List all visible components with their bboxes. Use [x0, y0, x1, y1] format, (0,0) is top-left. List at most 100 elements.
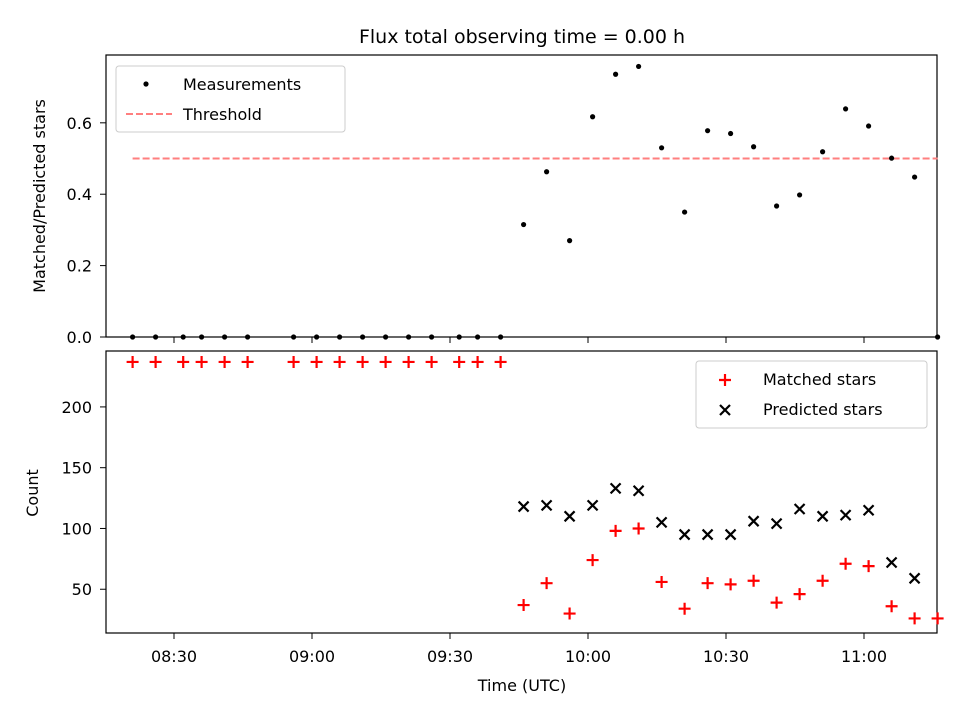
matched-star-point: [195, 355, 208, 368]
measurement-point: [291, 334, 297, 340]
matched-star-point: [793, 588, 806, 601]
measurement-point: [456, 334, 462, 340]
y-tick-label: 150: [61, 459, 92, 478]
top-legend: Measurements Threshold: [115, 65, 346, 133]
measurement-point: [475, 334, 481, 340]
predicted-star-point: [770, 517, 783, 530]
matched-star-point: [149, 355, 162, 368]
measurement-point: [728, 130, 734, 137]
matched-star-point: [287, 355, 300, 368]
y-tick-label: 0.4: [67, 185, 92, 204]
matched-star-point: [177, 355, 190, 368]
matched-star-point: [218, 355, 231, 368]
predicted-star-point: [747, 515, 760, 527]
matched-star-point: [356, 355, 369, 368]
measurement-point: [797, 192, 803, 198]
matched-star-point: [126, 355, 139, 368]
measurement-point: [406, 334, 412, 340]
x-tick-label: 09:00: [289, 647, 335, 666]
matched-star-point: [862, 560, 875, 573]
matched-star-point: [241, 355, 254, 368]
bottom-y-axis-label: Count: [23, 469, 42, 517]
legend-matched-marker: [719, 374, 731, 386]
predicted-star-point: [839, 509, 852, 521]
matched-star-point: [563, 607, 576, 620]
bottom-x-axis-ticks: 08:30 09:00 09:30 10:00 10:30 11:00: [151, 633, 887, 666]
measurement-point: [636, 63, 642, 70]
top-plot-frame: [105, 54, 938, 338]
matched-star-point: [632, 522, 645, 535]
matched-star-point: [402, 355, 415, 368]
predicted-star-point: [793, 503, 806, 515]
matched-star-point: [747, 574, 760, 587]
measurement-point: [429, 334, 435, 340]
matched-star-point: [701, 577, 714, 590]
predicted-star-point: [540, 499, 553, 512]
top-legend-box: [115, 65, 346, 133]
predicted-star-point: [701, 528, 714, 541]
measurement-point: [935, 334, 941, 340]
top-panel: 0.0 0.2 0.4 0.6 Matched/Predicted stars Mea…: [30, 54, 941, 347]
matched-star-point: [609, 524, 622, 537]
measurement-point: [567, 238, 573, 244]
bottom-plot-frame: [105, 350, 938, 634]
y-tick-label: 0.0: [67, 328, 92, 347]
matched-star-point: [724, 578, 737, 591]
x-axis-label: Time (UTC): [477, 676, 566, 695]
y-tick-label: 200: [61, 398, 92, 417]
top-y-axis-label: Matched/Predicted stars: [30, 99, 49, 293]
matched-star-point: [655, 575, 668, 588]
measurement-point: [222, 334, 228, 340]
measurement-point: [820, 149, 826, 155]
measurement-point: [774, 203, 780, 209]
y-tick-label: 50: [72, 580, 92, 599]
bottom-legend-box: [695, 360, 928, 429]
bottom-panel: 50 100 150 200 08:30 09:00 09:30 10:00 10:30 11:…: [23, 350, 944, 695]
predicted-star-point: [586, 499, 599, 512]
measurement-point: [521, 221, 527, 228]
matched-star-point: [931, 612, 944, 625]
matched-star-point: [678, 602, 691, 615]
measurement-point: [682, 209, 688, 215]
top-y-axis-ticks: 0.0 0.2 0.4 0.6: [67, 114, 106, 347]
x-tick-label: 11:00: [841, 647, 887, 666]
measurement-point: [843, 106, 849, 112]
legend-measurements-label: Measurements: [183, 75, 301, 94]
measurement-point: [590, 114, 596, 120]
legend-threshold-label: Threshold: [182, 105, 262, 124]
predicted-star-point: [609, 482, 622, 495]
measurement-point: [912, 174, 918, 180]
x-tick-label: 08:30: [151, 647, 197, 666]
predicted-star-point: [885, 556, 898, 569]
measurement-point: [180, 334, 186, 340]
matched-star-point: [885, 600, 898, 613]
measurement-point: [153, 334, 159, 340]
measurement-point: [866, 123, 872, 129]
measurement-point: [659, 145, 665, 151]
matched-star-point: [453, 355, 466, 368]
measurement-point: [199, 334, 205, 340]
matched-star-point: [517, 599, 530, 612]
matched-star-point: [494, 355, 507, 368]
predicted-star-point: [816, 510, 829, 523]
measurement-point: [544, 169, 550, 175]
matched-star-point: [770, 596, 783, 609]
bottom-y-axis-ticks: 50 100 150 200: [61, 398, 106, 599]
measurement-point: [360, 334, 366, 340]
measurement-point: [498, 334, 504, 340]
measurement-point: [383, 334, 389, 340]
x-tick-label: 10:30: [703, 647, 749, 666]
x-tick-label: 09:30: [427, 647, 473, 666]
measurement-point: [889, 155, 895, 161]
legend-predicted-marker: [719, 404, 731, 416]
predicted-star-point: [908, 572, 921, 585]
matched-star-point: [586, 554, 599, 567]
bottom-series-layer: [126, 355, 944, 625]
legend-measurements-marker: [143, 81, 149, 87]
predicted-star-point: [655, 516, 668, 529]
matched-star-point: [425, 355, 438, 368]
measurement-point: [337, 334, 343, 340]
matched-star-point: [471, 355, 484, 368]
matched-star-point: [333, 355, 346, 368]
